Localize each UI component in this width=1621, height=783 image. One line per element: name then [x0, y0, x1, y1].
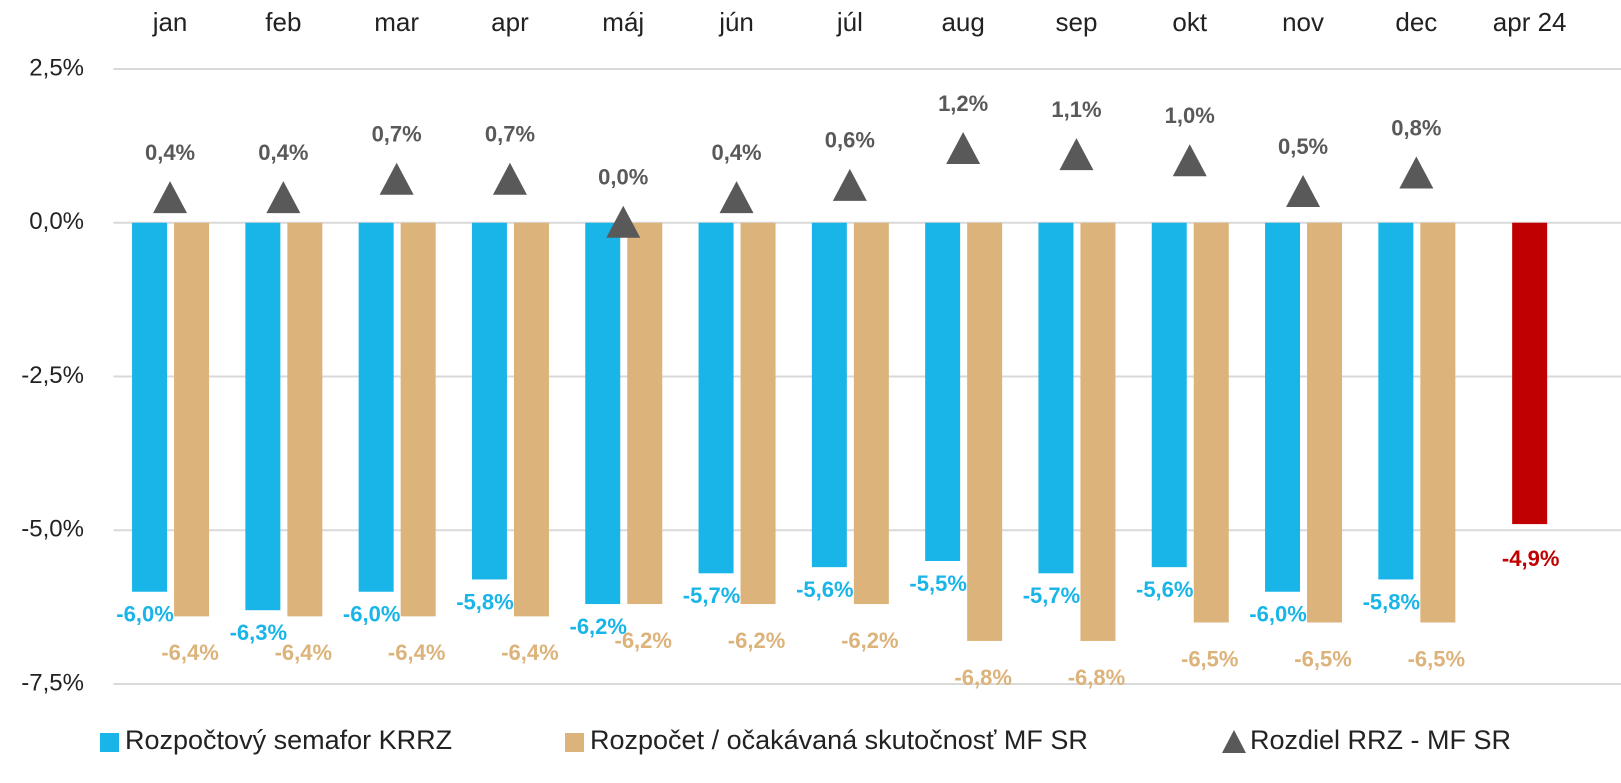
- marker: [266, 181, 301, 214]
- data-label: 0,4%: [711, 140, 761, 165]
- data-label: -6,2%: [615, 628, 672, 653]
- data-label: -6,4%: [501, 640, 558, 665]
- bar: [358, 222, 394, 592]
- data-label: -4,9%: [1502, 546, 1559, 571]
- x-tick-label: dec: [1395, 7, 1437, 37]
- bar: [811, 222, 847, 568]
- bar: [287, 222, 323, 617]
- bar: [1080, 222, 1116, 641]
- marker: [492, 162, 527, 195]
- marker: [719, 181, 754, 214]
- data-label: -6,4%: [161, 640, 218, 665]
- legend-swatch: [100, 733, 119, 752]
- marker: [1059, 138, 1094, 171]
- x-tick-label: jan: [152, 7, 188, 37]
- data-label: -6,0%: [116, 602, 173, 627]
- bar: [513, 222, 549, 617]
- legend-label: Rozpočtový semafor KRRZ: [125, 725, 452, 755]
- bar: [1378, 222, 1414, 580]
- x-tick-label: nov: [1282, 7, 1324, 37]
- bar: [132, 222, 168, 592]
- bar: [400, 222, 436, 617]
- bar: [853, 222, 889, 605]
- data-label: -6,5%: [1294, 646, 1351, 671]
- data-label: 0,4%: [258, 140, 308, 165]
- marker: [1399, 156, 1434, 189]
- y-tick-label: -5,0%: [21, 516, 84, 543]
- data-label: 0,7%: [485, 122, 535, 147]
- data-label: 1,1%: [1051, 97, 1101, 122]
- bar: [1151, 222, 1187, 568]
- x-tick-label: jún: [718, 7, 754, 37]
- data-label: -6,4%: [275, 640, 332, 665]
- data-label: 0,8%: [1391, 115, 1441, 140]
- data-label: 1,2%: [938, 91, 988, 116]
- x-tick-label: apr 24: [1493, 7, 1567, 37]
- x-tick-label: feb: [265, 7, 301, 37]
- x-tick-label: mar: [374, 7, 419, 37]
- bar: [245, 222, 281, 611]
- legend-label: Rozpočet / očakávaná skutočnosť MF SR: [590, 725, 1088, 755]
- marker: [1172, 144, 1207, 177]
- data-label: -5,7%: [683, 583, 740, 608]
- marker: [946, 131, 981, 164]
- x-tick-label: máj: [602, 7, 644, 37]
- marker: [153, 181, 188, 214]
- x-tick-label: okt: [1172, 7, 1207, 37]
- x-tick-label: sep: [1055, 7, 1097, 37]
- data-label: -5,6%: [796, 577, 853, 602]
- x-tick-label: apr: [491, 7, 529, 37]
- data-label: -6,8%: [1068, 665, 1125, 690]
- y-tick-label: -2,5%: [21, 362, 84, 389]
- data-label: -6,0%: [343, 602, 400, 627]
- data-label: 1,0%: [1165, 103, 1215, 128]
- legend-label: Rozdiel RRZ - MF SR: [1250, 725, 1511, 755]
- x-tick-label: júl: [836, 7, 863, 37]
- bar: [174, 222, 210, 617]
- marker: [1286, 175, 1321, 207]
- y-tick-label: -7,5%: [21, 669, 84, 696]
- bar: [1193, 222, 1229, 623]
- legend-swatch: [565, 733, 584, 752]
- bar: [925, 222, 961, 561]
- bar: [1265, 222, 1301, 592]
- y-tick-label: 0,0%: [29, 208, 84, 235]
- data-label: -6,4%: [388, 640, 445, 665]
- bar: [1512, 222, 1548, 525]
- bar: [1038, 222, 1074, 574]
- data-label: 0,4%: [145, 140, 195, 165]
- data-label: -6,2%: [841, 628, 898, 653]
- bar: [698, 222, 734, 574]
- data-label: -6,8%: [954, 665, 1011, 690]
- data-label: -5,8%: [456, 589, 513, 614]
- bar: [627, 222, 663, 605]
- bar: [1420, 222, 1456, 623]
- data-label: -6,0%: [1249, 602, 1306, 627]
- data-label: -6,5%: [1181, 646, 1238, 671]
- bar: [967, 222, 1003, 641]
- data-label: -5,6%: [1136, 577, 1193, 602]
- data-label: -6,2%: [728, 628, 785, 653]
- x-tick-label: aug: [941, 7, 984, 37]
- y-tick-label: 2,5%: [29, 54, 84, 81]
- data-label: -5,8%: [1363, 589, 1420, 614]
- data-label: 0,5%: [1278, 134, 1328, 159]
- data-label: -6,3%: [230, 620, 287, 645]
- bar: [585, 222, 621, 605]
- data-label: -6,5%: [1408, 646, 1465, 671]
- data-label: -6,2%: [570, 614, 627, 639]
- data-label: -5,7%: [1023, 583, 1080, 608]
- data-label: 0,0%: [598, 165, 648, 190]
- marker: [832, 168, 867, 201]
- data-label: -5,5%: [909, 571, 966, 596]
- marker: [379, 162, 414, 195]
- bar: [471, 222, 507, 580]
- data-label: 0,6%: [825, 128, 875, 153]
- bar: [740, 222, 776, 605]
- data-label: 0,7%: [372, 122, 422, 147]
- legend-marker: [1222, 730, 1246, 753]
- marker: [606, 205, 641, 238]
- bar: [1307, 222, 1343, 623]
